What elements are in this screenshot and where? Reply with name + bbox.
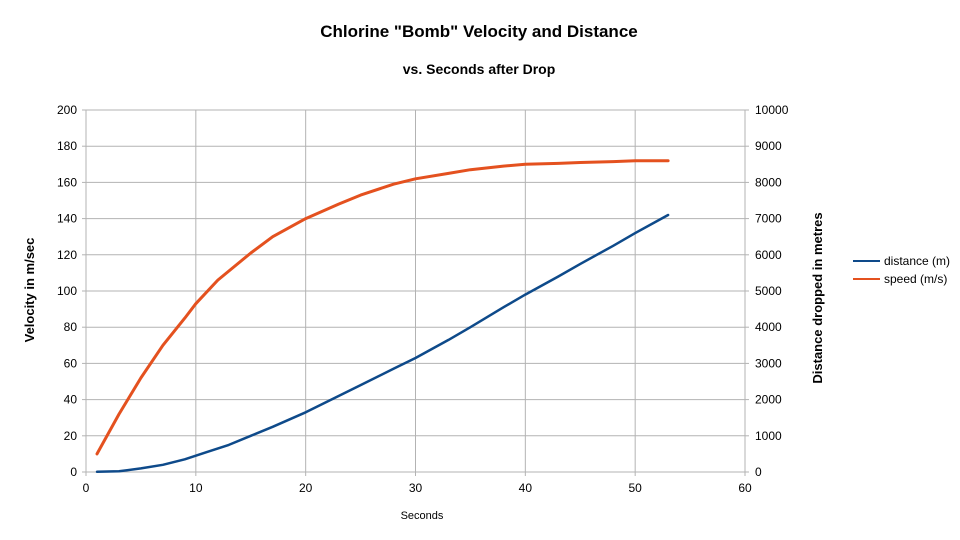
- x-axis-tick-label: 60: [738, 481, 752, 495]
- y-axis-left-tick-label: 120: [57, 248, 77, 262]
- y-axis-left-tick-label: 40: [64, 393, 78, 407]
- y-axis-left-tick-label: 0: [70, 465, 77, 479]
- x-axis-tick-label: 20: [299, 481, 313, 495]
- y-axis-right-title: Distance dropped in metres: [810, 212, 825, 383]
- y-axis-left-tick-label: 60: [64, 356, 78, 370]
- y-axis-left-tick-label: 160: [57, 175, 77, 189]
- x-axis-title: Seconds: [401, 510, 444, 522]
- y-axis-right-tick-label: 4000: [755, 320, 782, 334]
- gridlines: [82, 109, 749, 476]
- y-axis-left-tick-label: 20: [64, 429, 78, 443]
- y-axis-left-tick-label: 200: [57, 103, 77, 117]
- series-line-speed: [95, 159, 670, 456]
- y-axis-right-tick-label: 6000: [755, 248, 782, 262]
- y-axis-left-tick-label: 180: [57, 139, 77, 153]
- x-axis-ticks: 0 10 20 30 40 50 60: [83, 481, 752, 495]
- legend-label-speed: speed (m/s): [884, 272, 947, 286]
- x-axis-tick-label: 10: [189, 481, 203, 495]
- x-axis-tick-label: 40: [519, 481, 533, 495]
- x-axis-tick-label: 30: [409, 481, 423, 495]
- y-axis-right-tick-label: 1000: [755, 429, 782, 443]
- y-axis-right-tick-label: 3000: [755, 356, 782, 370]
- y-axis-right-tick-label: 10000: [755, 103, 789, 117]
- y-axis-right-tick-label: 5000: [755, 284, 782, 298]
- series-line-distance: [95, 213, 670, 474]
- y-axis-right-tick-label: 0: [755, 465, 762, 479]
- y-axis-left-tick-label: 80: [64, 320, 78, 334]
- chart-title: Chlorine "Bomb" Velocity and Distance: [320, 22, 637, 41]
- y-axis-left-ticks: 0 20 40 60 80 100 120 140 160 180 200: [57, 103, 77, 479]
- series-layer: [95, 159, 670, 474]
- y-axis-left-tick-label: 100: [57, 284, 77, 298]
- legend-label-distance: distance (m): [884, 254, 950, 268]
- chart-subtitle: vs. Seconds after Drop: [403, 61, 556, 77]
- y-axis-right-tick-label: 2000: [755, 393, 782, 407]
- x-axis-tick-label: 50: [628, 481, 642, 495]
- y-axis-right-tick-label: 7000: [755, 212, 782, 226]
- y-axis-left-tick-label: 140: [57, 212, 77, 226]
- y-axis-right-tick-label: 8000: [755, 175, 782, 189]
- y-axis-right-tick-label: 9000: [755, 139, 782, 153]
- y-axis-right-ticks: 0 1000 2000 3000 4000 5000 6000 7000 8000 9000 100…: [755, 103, 789, 479]
- legend: distance (m) speed (m/s): [853, 254, 950, 286]
- y-axis-left-title: Velocity in m/sec: [22, 238, 37, 343]
- x-axis-tick-label: 0: [83, 481, 90, 495]
